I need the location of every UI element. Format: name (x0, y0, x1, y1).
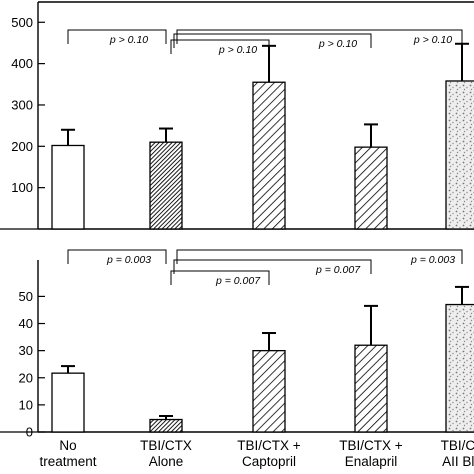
y-tick-label: 10 (19, 397, 33, 412)
category-label: Alone (149, 454, 184, 469)
y-tick-label: 30 (19, 343, 33, 358)
bar (445, 303, 474, 433)
category-label: AII Blo (442, 454, 474, 469)
p-value-label: p = 0.007 (215, 275, 261, 287)
y-tick-label: 200 (11, 139, 33, 154)
p-value-label: p > 0.10 (413, 34, 452, 46)
y-tick-label: 40 (19, 316, 33, 331)
panel-bottom: 0 10 20 30 40 50 p = 0.003 p = 0.007 p = 0.007 p … (0, 249, 474, 469)
y-tick-label: 0 (26, 425, 33, 440)
y-tick-label: 400 (11, 56, 33, 71)
significance-bracket (67, 249, 167, 264)
significance-bracket (170, 270, 270, 285)
bar (445, 80, 474, 230)
p-value-label: p > 0.10 (318, 38, 357, 50)
significance-bracket (67, 29, 167, 44)
significance-bracket (173, 33, 372, 48)
p-value-label: p > 0.10 (218, 44, 257, 56)
y-tick-label: 500 (11, 15, 33, 30)
significance-bracket (173, 259, 372, 274)
bar (51, 144, 85, 230)
p-value-label: p = 0.007 (315, 264, 361, 276)
bar (149, 418, 183, 433)
category-label: No (59, 438, 76, 453)
category-label: Enalapril (345, 454, 398, 469)
p-value-label: p > 0.10 (109, 34, 148, 46)
bar (149, 141, 183, 230)
y-tick-label: 20 (19, 370, 33, 385)
y-tick-label: 100 (11, 180, 33, 195)
category-label: Captopril (242, 454, 296, 469)
y-tick-label: 50 (19, 289, 33, 304)
category-label: TBI/CTX + (339, 438, 403, 453)
category-label: TBI/CTX + (237, 438, 301, 453)
bar (252, 349, 286, 433)
significance-bracket (176, 249, 463, 264)
significance-bracket (176, 29, 463, 44)
category-label: treatment (39, 454, 96, 469)
bar (354, 344, 388, 433)
significance-bracket (170, 39, 270, 54)
y-tick-label: 300 (11, 97, 33, 112)
category-label: TBI/CT (441, 438, 474, 453)
category-label: TBI/CTX (140, 438, 192, 453)
p-value-label: p = 0.003 (410, 254, 455, 266)
bar (51, 372, 85, 433)
p-value-label: p = 0.003 (106, 254, 151, 266)
bar (354, 146, 388, 230)
bar (252, 81, 286, 230)
panel-top: 100 200 300 400 500 p > 0.10 p > 0.10 p > 0.10 p… (0, 1, 474, 230)
